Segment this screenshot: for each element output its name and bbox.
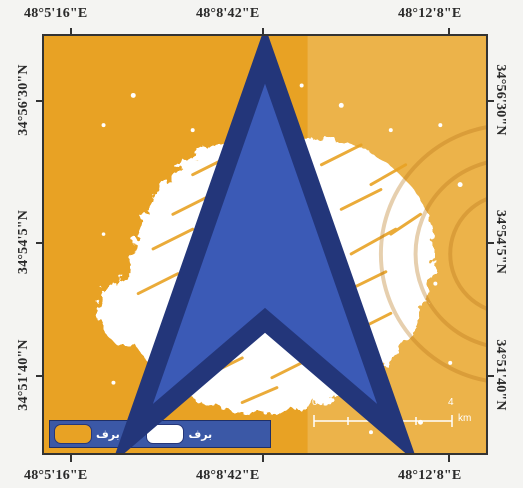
legend-swatch-snow xyxy=(146,424,185,444)
left-coord-label-1: 34°56'30"N xyxy=(16,64,31,136)
tick-left-2 xyxy=(36,242,43,244)
tick-bottom-2 xyxy=(262,455,264,462)
right-coord-label-2: 34°54'5"N xyxy=(493,209,508,275)
watermark xyxy=(378,125,486,383)
bottom-coord-label-3: 48°12'8"E xyxy=(398,468,462,483)
scale-label-start: 0 xyxy=(312,397,318,408)
tick-top-1 xyxy=(70,28,72,35)
tick-top-3 xyxy=(448,28,450,35)
top-coord-label-2: 48°8'42"E xyxy=(196,6,260,21)
left-coord-label-2: 34°54'5"N xyxy=(16,209,31,275)
legend-swatch-no-snow xyxy=(54,424,92,444)
tick-bottom-1 xyxy=(70,455,72,462)
tick-left-3 xyxy=(36,375,43,377)
bottom-coord-label-2: 48°8'42"E xyxy=(196,468,260,483)
map-frame: غير برف برف 0 4 km xyxy=(42,34,488,455)
scale-label-unit: km xyxy=(458,413,472,424)
tick-left-1 xyxy=(36,100,43,102)
legend-label-snow: برف xyxy=(188,427,213,441)
bottom-coord-label-1: 48°5'16"E xyxy=(24,468,88,483)
scale-label-end: 4 xyxy=(448,397,454,408)
top-coord-label-3: 48°12'8"E xyxy=(398,6,462,21)
north-arrow-icon xyxy=(115,36,415,453)
right-coord-label-1: 34°56'30"N xyxy=(493,64,508,136)
tick-right-2 xyxy=(487,242,494,244)
right-coord-label-3: 34°51'40"N xyxy=(493,339,508,411)
map-legend: غير برف برف xyxy=(49,420,271,448)
tick-bottom-3 xyxy=(448,455,450,462)
tick-right-1 xyxy=(487,100,494,102)
left-coord-label-3: 34°51'40"N xyxy=(16,339,31,411)
tick-right-3 xyxy=(487,375,494,377)
tick-top-2 xyxy=(262,28,264,35)
top-coord-label-1: 48°5'16"E xyxy=(24,6,88,21)
